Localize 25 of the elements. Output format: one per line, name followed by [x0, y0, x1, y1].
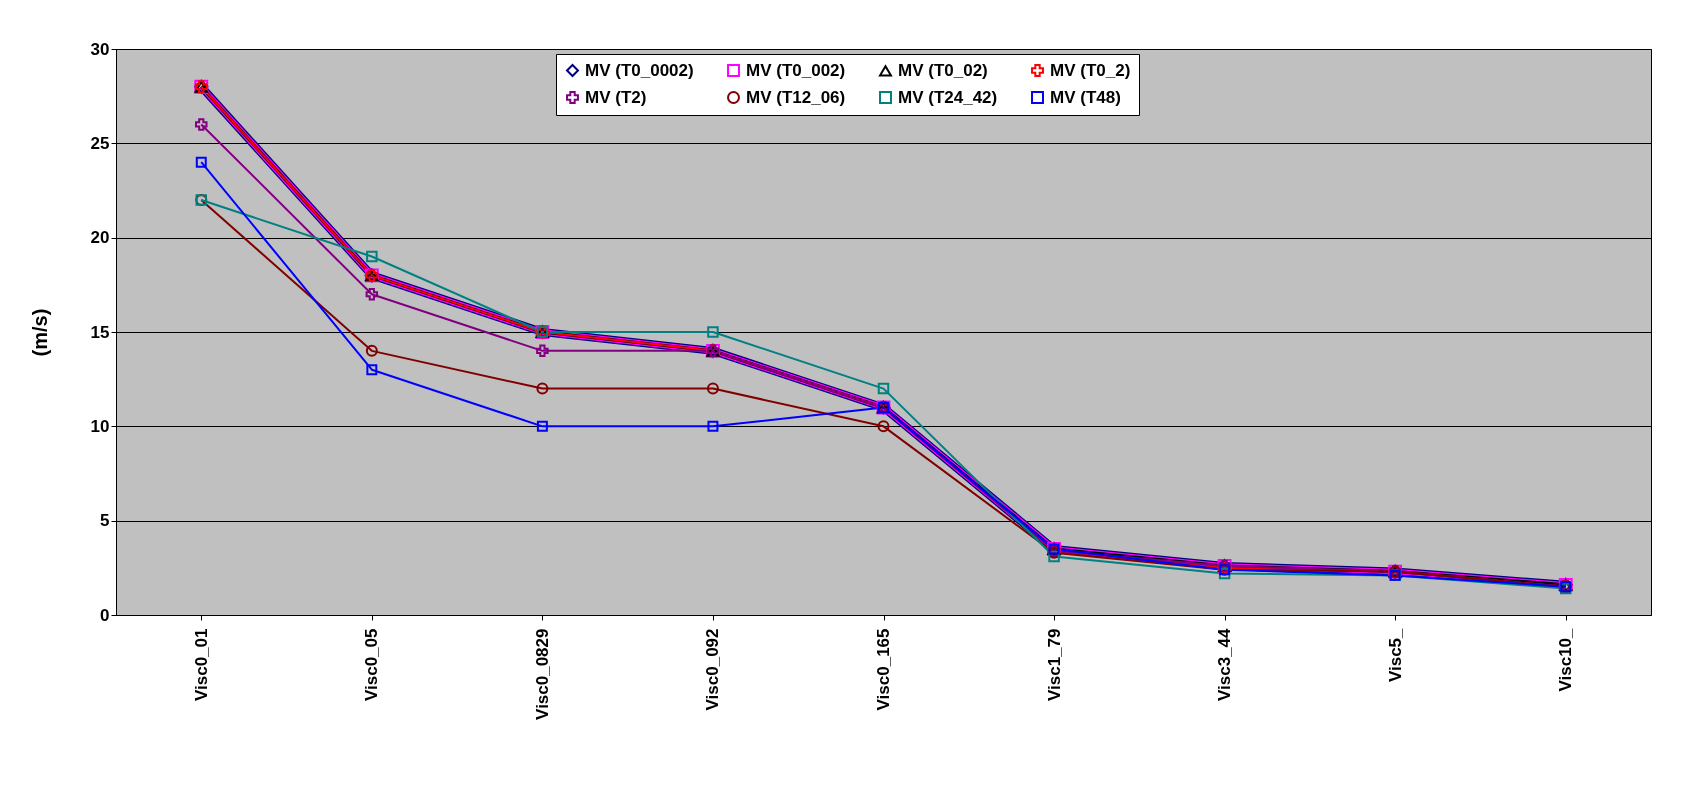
- y-tick-label: 10: [90, 416, 110, 436]
- y-tick-label: 25: [90, 133, 110, 153]
- x-tick-label: Visc0_092: [703, 628, 723, 711]
- legend-label: MV (T24_42): [898, 87, 998, 107]
- legend-label: MV (T12_06): [746, 87, 846, 107]
- y-axis-title: (m/s): [28, 308, 51, 357]
- legend-label: MV (T0_2): [1050, 60, 1131, 80]
- y-tick-label: 5: [100, 511, 110, 531]
- y-tick-label: 0: [100, 605, 110, 625]
- legend-label: MV (T2): [585, 87, 647, 107]
- y-tick-label: 30: [90, 39, 110, 59]
- x-tick-label: Visc0_0829: [532, 628, 552, 720]
- legend-label: MV (T0_002): [746, 60, 846, 80]
- x-tick-label: Visc10_: [1556, 627, 1576, 692]
- x-tick-label: Visc0_165: [874, 628, 893, 711]
- legend-label: MV (T0_02): [898, 60, 988, 80]
- y-tick-label: 15: [90, 322, 110, 342]
- legend-label: MV (T48): [1050, 87, 1121, 107]
- x-tick-label: Visc1_79: [1044, 628, 1064, 701]
- x-tick-label: Visc0_05: [362, 628, 382, 701]
- y-tick-label: 20: [90, 228, 110, 248]
- x-tick-label: Visc3_44: [1215, 627, 1235, 701]
- x-tick-label: Visc5_: [1385, 627, 1405, 683]
- legend-label: MV (T0_0002): [585, 60, 694, 80]
- x-tick-label: Visc0_01: [191, 628, 211, 701]
